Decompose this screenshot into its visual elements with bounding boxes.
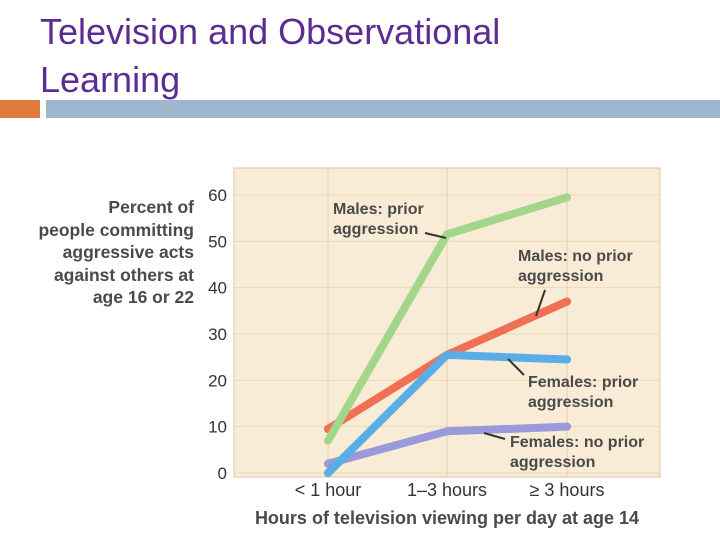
slide-title: Television and Observational Learning	[40, 8, 660, 104]
series-annotation: Males: no prior	[518, 248, 633, 265]
y-tick-label: 40	[208, 279, 227, 298]
y-axis-label-line: aggressive acts	[62, 242, 194, 262]
x-tick-label: ≥ 3 hours	[530, 480, 605, 500]
accent-bar-orange	[0, 100, 40, 118]
series-annotation: aggression	[510, 454, 595, 471]
annotation-leader	[535, 289, 546, 317]
y-axis-label-line: Percent of	[108, 197, 194, 217]
series-annotation: Females: no prior	[510, 434, 644, 451]
data-point	[324, 469, 332, 477]
data-point	[443, 350, 451, 359]
data-point	[563, 297, 571, 306]
y-axis-label-line: against others at	[53, 264, 194, 285]
data-point	[443, 230, 451, 239]
slide-title-line-2: Learning	[40, 59, 181, 100]
data-point	[324, 436, 332, 445]
y-axis-label-line: age 16 or 22	[92, 287, 194, 307]
annotation-leader	[424, 232, 447, 239]
x-tick-label: 1–3 hours	[407, 480, 487, 500]
x-axis-label: Hours of television viewing per day at a…	[255, 508, 639, 528]
series-annotation: Females: prior	[528, 374, 638, 391]
series-annotation: aggression	[333, 221, 418, 238]
y-tick-label: 10	[208, 418, 227, 437]
data-point	[563, 355, 571, 364]
data-point	[563, 193, 571, 202]
y-tick-label: 50	[208, 232, 227, 251]
y-tick-label: 0	[218, 464, 227, 483]
annotation-leader	[507, 358, 525, 376]
accent-bar-blue	[46, 100, 720, 118]
series-annotation: Males: prior	[333, 201, 424, 218]
annotation-leader	[483, 432, 506, 440]
slide-title-line-1: Television and Observational	[40, 11, 501, 52]
y-tick-label: 60	[208, 186, 227, 205]
data-point	[443, 427, 451, 436]
y-tick-label: 20	[208, 371, 227, 390]
y-axis-label-line: people committing	[38, 219, 194, 240]
data-point	[563, 422, 571, 431]
y-tick-label: 30	[208, 325, 227, 344]
y-axis-label: Percent of people committing aggressive …	[4, 196, 194, 309]
series-annotation: aggression	[518, 268, 603, 285]
x-tick-label: < 1 hour	[295, 480, 362, 500]
series-annotation: aggression	[528, 394, 613, 411]
